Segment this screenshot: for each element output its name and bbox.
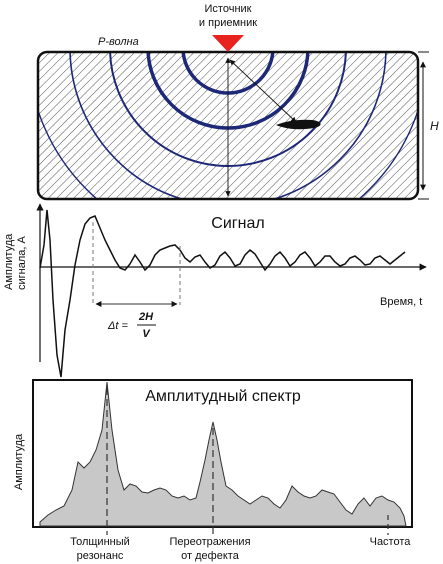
signal-ylabel: Амплитуда сигнала, A	[3, 233, 28, 290]
spectrum-title: Амплитудный спектр	[145, 388, 301, 405]
signal-ylabel-line1: Амплитуда	[3, 233, 15, 290]
p-wave-label: P-волна	[98, 36, 139, 48]
spectrum-ylabel: Амплитуда	[13, 433, 25, 490]
delta-t-numerator: 2H	[138, 311, 154, 323]
slab-panel	[36, 35, 429, 201]
signal-title: Сигнал	[211, 215, 264, 232]
source-label-line2: и приемник	[199, 17, 257, 29]
source-label-line1: Источник	[205, 3, 252, 15]
signal-ylabel-line2: сигнала, A	[16, 236, 28, 290]
ray-to-defect	[229, 59, 297, 123]
frequency-axis-label: Частота	[370, 536, 412, 548]
defect-label-line1: Переотражения	[169, 536, 250, 548]
defect-label-line2: от дефекта	[181, 550, 240, 562]
thickness-label: H	[430, 119, 439, 133]
signal-panel	[36, 203, 427, 378]
resonance-label-line2: резонанс	[77, 550, 124, 562]
signal-trace	[39, 209, 406, 378]
source-marker	[212, 35, 244, 52]
spectrum-area	[39, 381, 407, 527]
delta-t-denominator: V	[142, 328, 151, 340]
spectrum-panel	[32, 379, 413, 535]
resonance-label-line1: Толщинный	[70, 536, 130, 548]
time-axis-label: Время, t	[380, 296, 422, 308]
delta-t-prefix: Δt =	[107, 320, 128, 332]
